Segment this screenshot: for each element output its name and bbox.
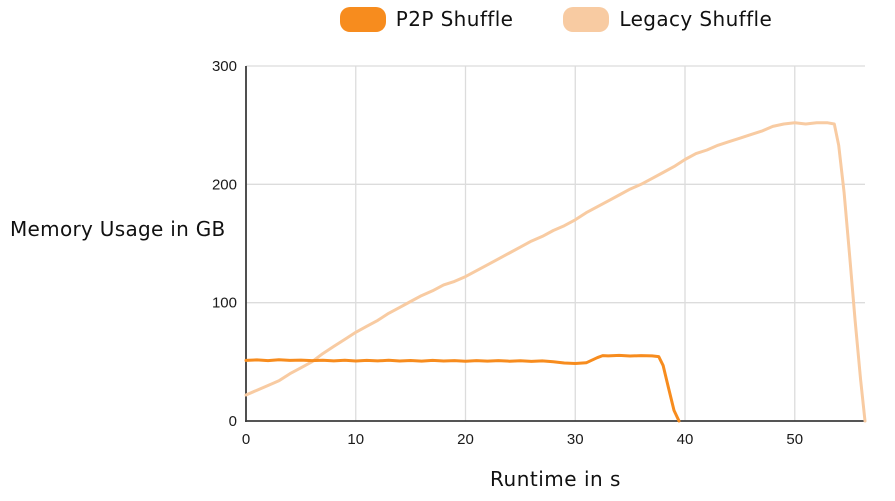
x-axis-title: Runtime in s xyxy=(490,467,621,491)
x-axis-title-wrap: Runtime in s xyxy=(246,467,865,491)
x-tick-label: 10 xyxy=(347,431,364,448)
legend: P2P Shuffle Legacy Shuffle xyxy=(226,4,886,34)
y-tick-label: 200 xyxy=(212,176,237,193)
series-line-legacy-shuffle xyxy=(244,121,867,423)
y-axis-title: Memory Usage in GB xyxy=(10,217,226,241)
legend-swatch-legacy xyxy=(563,6,610,32)
x-tick-label: 40 xyxy=(677,431,694,448)
y-tick-label: 100 xyxy=(212,295,237,312)
x-tick-label: 30 xyxy=(567,431,584,448)
x-tick-label: 50 xyxy=(786,431,803,448)
x-tick-label: 0 xyxy=(242,431,250,448)
x-tick-label: 20 xyxy=(457,431,474,448)
legend-swatch-p2p xyxy=(339,6,386,32)
legend-item-legacy-shuffle: Legacy Shuffle xyxy=(563,6,773,32)
y-tick-label: 0 xyxy=(229,413,237,430)
legend-label-legacy: Legacy Shuffle xyxy=(619,7,773,31)
legend-label-p2p: P2P Shuffle xyxy=(395,7,514,31)
series-line-p2p-shuffle xyxy=(244,353,681,423)
y-tick-label: 300 xyxy=(212,58,237,75)
legend-item-p2p-shuffle: P2P Shuffle xyxy=(339,6,514,32)
